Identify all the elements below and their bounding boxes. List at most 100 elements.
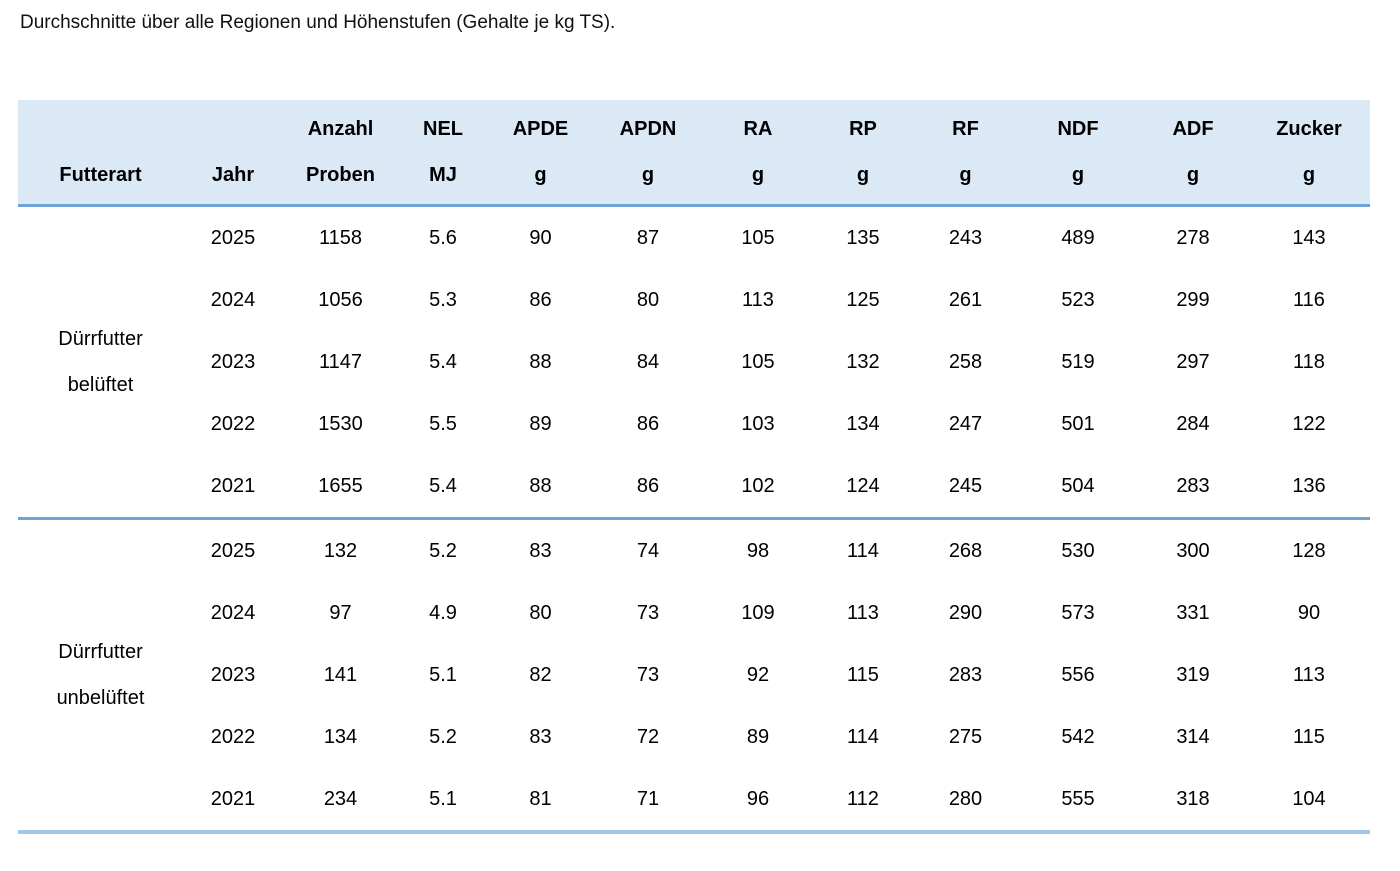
value-cell-adf: 331 [1176, 601, 1210, 624]
value-cell-rp: 132 [846, 350, 880, 373]
value-cell-ndf: 556 [1061, 663, 1095, 686]
value-cell-anzahl: 1158 [318, 226, 362, 249]
value-cell-nel: 5.3 [429, 288, 457, 311]
value-cell-apdn: 87 [636, 226, 660, 249]
column-header-rf: RF g [913, 100, 1018, 207]
value-cell-anzahl: 134 [323, 725, 358, 748]
column-header-text: Anzahl [307, 118, 374, 140]
group-label: Dürrfutter belüftet [18, 205, 183, 520]
table-row: 2023 141 5.1 82 73 92 115 283 556 319 113 [18, 644, 1370, 706]
value-cell-zucker: 116 [1293, 288, 1325, 311]
value-cell-apdn: 73 [636, 601, 660, 624]
group-label: Dürrfutter unbelüftet [18, 518, 183, 834]
value-cell-apde: 83 [529, 725, 552, 748]
value-cell-adf: 300 [1176, 539, 1210, 562]
value-cell-rf: 268 [948, 539, 983, 562]
column-header-text: RA [743, 118, 773, 140]
column-header-ndf: NDF g [1018, 100, 1138, 207]
value-cell-apdn: 86 [636, 412, 660, 435]
value-cell-rf: 245 [913, 455, 1018, 520]
year-cell: 2025 [210, 539, 256, 562]
column-header-nel: NEL MJ [398, 100, 488, 207]
value-cell-apdn: 72 [636, 725, 660, 748]
value-cell-adf: 297 [1176, 350, 1210, 373]
value-cell-ra: 98 [746, 539, 770, 562]
column-header-text: RP [849, 118, 877, 140]
value-cell-ra: 96 [703, 768, 813, 834]
value-cell-anzahl: 132 [323, 539, 358, 562]
value-cell-rf: 243 [948, 226, 983, 249]
value-cell-rp: 114 [847, 725, 879, 748]
value-cell-adf: 283 [1138, 455, 1248, 520]
value-cell-ndf: 504 [1018, 455, 1138, 520]
column-header-adf: ADF g [1138, 100, 1248, 207]
value-cell-nel: 5.5 [429, 412, 457, 435]
year-cell: 2021 [183, 455, 283, 520]
value-cell-apde: 88 [529, 350, 552, 373]
value-cell-anzahl: 1655 [283, 455, 398, 520]
table-row: 2024 97 4.9 80 73 109 113 290 573 331 90 [18, 582, 1370, 644]
value-cell-ndf: 530 [1061, 539, 1095, 562]
value-cell-apde: 88 [488, 455, 593, 520]
value-cell-apdn: 80 [636, 288, 660, 311]
value-cell-adf: 319 [1176, 663, 1210, 686]
column-header-apdn: APDN g [593, 100, 703, 207]
value-cell-ndf: 523 [1061, 288, 1095, 311]
value-cell-anzahl: 97 [329, 601, 352, 624]
year-cell: 2022 [210, 725, 256, 748]
column-header-text: APDN [619, 118, 677, 140]
value-cell-anzahl: 1147 [318, 350, 362, 373]
column-header-text: APDE [512, 118, 569, 140]
value-cell-rp: 124 [813, 455, 913, 520]
table-caption: Durchschnitte über alle Regionen und Höh… [20, 12, 616, 33]
value-cell-adf: 299 [1176, 288, 1210, 311]
value-cell-zucker: 113 [1293, 663, 1325, 686]
table-row: 2021 1655 5.4 88 86 102 124 245 504 283 136 [18, 455, 1370, 520]
value-cell-zucker: 128 [1292, 539, 1326, 562]
value-cell-rf: 258 [948, 350, 983, 373]
value-cell-ndf: 555 [1018, 768, 1138, 834]
column-header-text: RF [952, 118, 979, 140]
column-header-rp: RP g [813, 100, 913, 207]
value-cell-ra: 113 [742, 288, 774, 311]
value-cell-zucker: 104 [1248, 768, 1370, 834]
value-cell-ndf: 519 [1061, 350, 1095, 373]
group-label-line: Dürrfutter [58, 328, 143, 350]
value-cell-apdn: 74 [636, 539, 660, 562]
column-header-text: NDF [1057, 118, 1099, 140]
column-header-text: g [1071, 164, 1085, 186]
value-cell-ndf: 542 [1061, 725, 1095, 748]
group-label-line: belüftet [67, 374, 134, 396]
value-cell-zucker: 143 [1292, 226, 1326, 249]
feed-values-table: Futterart Jahr Anzahl Proben NEL MJ APDE g APDN g… [18, 100, 1370, 834]
group-label-line: Dürrfutter [58, 641, 143, 663]
year-cell: 2024 [210, 601, 256, 624]
value-cell-rf: 290 [948, 601, 983, 624]
value-cell-nel: 5.2 [429, 725, 457, 748]
value-cell-nel: 5.6 [429, 226, 457, 249]
value-cell-adf: 284 [1176, 412, 1210, 435]
value-cell-rp: 134 [846, 412, 880, 435]
year-cell: 2025 [210, 226, 256, 249]
table-row: 2024 1056 5.3 86 80 113 125 261 523 299 116 [18, 269, 1370, 331]
value-cell-nel: 5.2 [429, 539, 457, 562]
year-cell: 2022 [210, 412, 256, 435]
table-row: 2022 1530 5.5 89 86 103 134 247 501 284 122 [18, 393, 1370, 455]
value-cell-ra: 105 [741, 350, 775, 373]
value-cell-apde: 89 [529, 412, 552, 435]
value-cell-apdn: 73 [636, 663, 660, 686]
value-cell-ra: 102 [703, 455, 813, 520]
value-cell-nel: 5.4 [429, 350, 457, 373]
value-cell-zucker: 136 [1248, 455, 1370, 520]
value-cell-rf: 247 [948, 412, 983, 435]
column-header-text: g [959, 164, 972, 186]
column-header-futterart: Futterart [18, 100, 183, 207]
value-cell-rf: 280 [913, 768, 1018, 834]
value-cell-zucker: 90 [1297, 601, 1321, 624]
value-cell-ndf: 489 [1061, 226, 1095, 249]
value-cell-apdn: 84 [636, 350, 660, 373]
column-header-text: ADF [1172, 118, 1214, 140]
value-cell-zucker: 115 [1293, 725, 1325, 748]
value-cell-ndf: 573 [1061, 601, 1095, 624]
value-cell-adf: 318 [1138, 768, 1248, 834]
